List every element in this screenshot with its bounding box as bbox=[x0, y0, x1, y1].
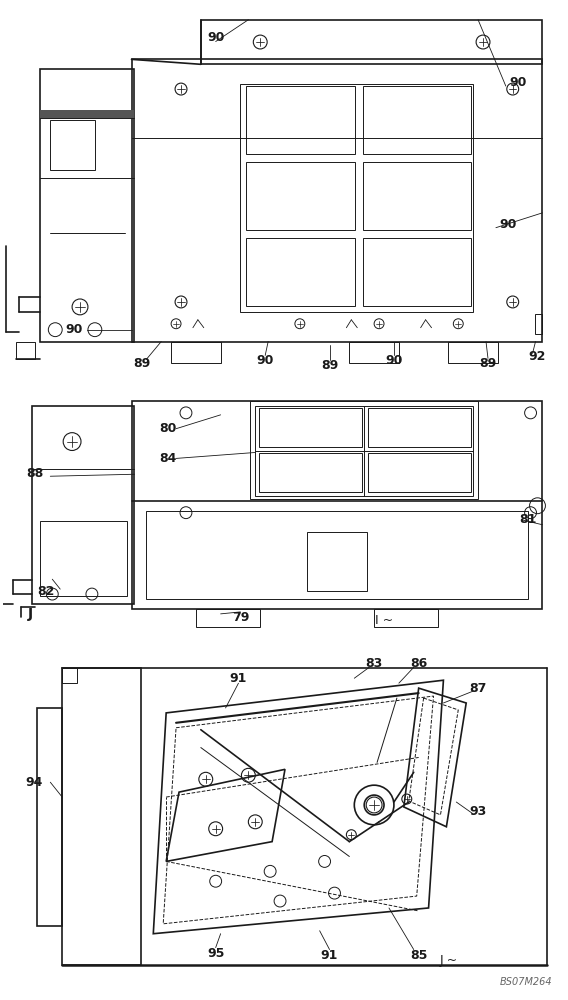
Bar bbox=[374, 609, 438, 627]
Text: J ~: J ~ bbox=[439, 954, 457, 967]
Bar bbox=[368, 453, 471, 492]
Bar bbox=[259, 408, 362, 447]
Text: 94: 94 bbox=[26, 776, 43, 789]
Bar bbox=[62, 668, 77, 683]
Text: 82: 82 bbox=[37, 585, 55, 598]
Text: 90: 90 bbox=[207, 31, 224, 44]
Text: 83: 83 bbox=[365, 657, 383, 670]
Text: 90: 90 bbox=[65, 323, 83, 336]
Text: 79: 79 bbox=[232, 611, 249, 624]
Text: 95: 95 bbox=[207, 947, 224, 960]
Bar bbox=[363, 162, 471, 230]
Bar bbox=[40, 110, 135, 118]
Text: 88: 88 bbox=[26, 467, 43, 480]
Text: 90: 90 bbox=[257, 354, 274, 367]
Text: 87: 87 bbox=[469, 682, 487, 695]
Text: 89: 89 bbox=[479, 357, 496, 370]
Text: 91: 91 bbox=[321, 949, 338, 962]
Bar bbox=[32, 406, 135, 604]
Bar bbox=[247, 162, 355, 230]
Bar bbox=[368, 408, 471, 447]
Text: I ~: I ~ bbox=[375, 614, 393, 627]
Text: 90: 90 bbox=[385, 354, 403, 367]
Bar bbox=[247, 86, 355, 154]
Text: 91: 91 bbox=[230, 672, 247, 685]
Bar bbox=[259, 453, 362, 492]
Bar bbox=[171, 342, 220, 363]
Text: 89: 89 bbox=[321, 359, 338, 372]
Bar bbox=[132, 401, 542, 609]
Bar bbox=[16, 342, 35, 359]
Bar bbox=[196, 609, 260, 627]
Text: J: J bbox=[28, 607, 33, 621]
Bar bbox=[147, 511, 528, 599]
Bar bbox=[534, 314, 542, 334]
Bar bbox=[255, 406, 473, 496]
Text: 90: 90 bbox=[509, 76, 527, 89]
Bar bbox=[37, 708, 62, 926]
Bar bbox=[201, 20, 542, 64]
Bar bbox=[307, 532, 367, 591]
Bar bbox=[363, 238, 471, 306]
Text: 86: 86 bbox=[410, 657, 427, 670]
Bar bbox=[51, 120, 95, 170]
Text: 92: 92 bbox=[529, 350, 546, 363]
Text: 93: 93 bbox=[470, 805, 487, 818]
Text: 84: 84 bbox=[160, 452, 177, 465]
Text: 90: 90 bbox=[499, 218, 516, 231]
Bar bbox=[363, 86, 471, 154]
Text: 81: 81 bbox=[519, 513, 536, 526]
Bar bbox=[40, 521, 127, 596]
Text: 89: 89 bbox=[133, 357, 150, 370]
Text: BS07M264: BS07M264 bbox=[500, 977, 552, 987]
Bar bbox=[448, 342, 498, 363]
Text: 85: 85 bbox=[410, 949, 427, 962]
Bar bbox=[247, 238, 355, 306]
Bar bbox=[62, 668, 141, 965]
Bar bbox=[40, 69, 135, 342]
Bar bbox=[240, 84, 473, 312]
Text: 80: 80 bbox=[160, 422, 177, 435]
Bar bbox=[349, 342, 399, 363]
Bar bbox=[250, 401, 478, 499]
Bar bbox=[132, 59, 542, 342]
